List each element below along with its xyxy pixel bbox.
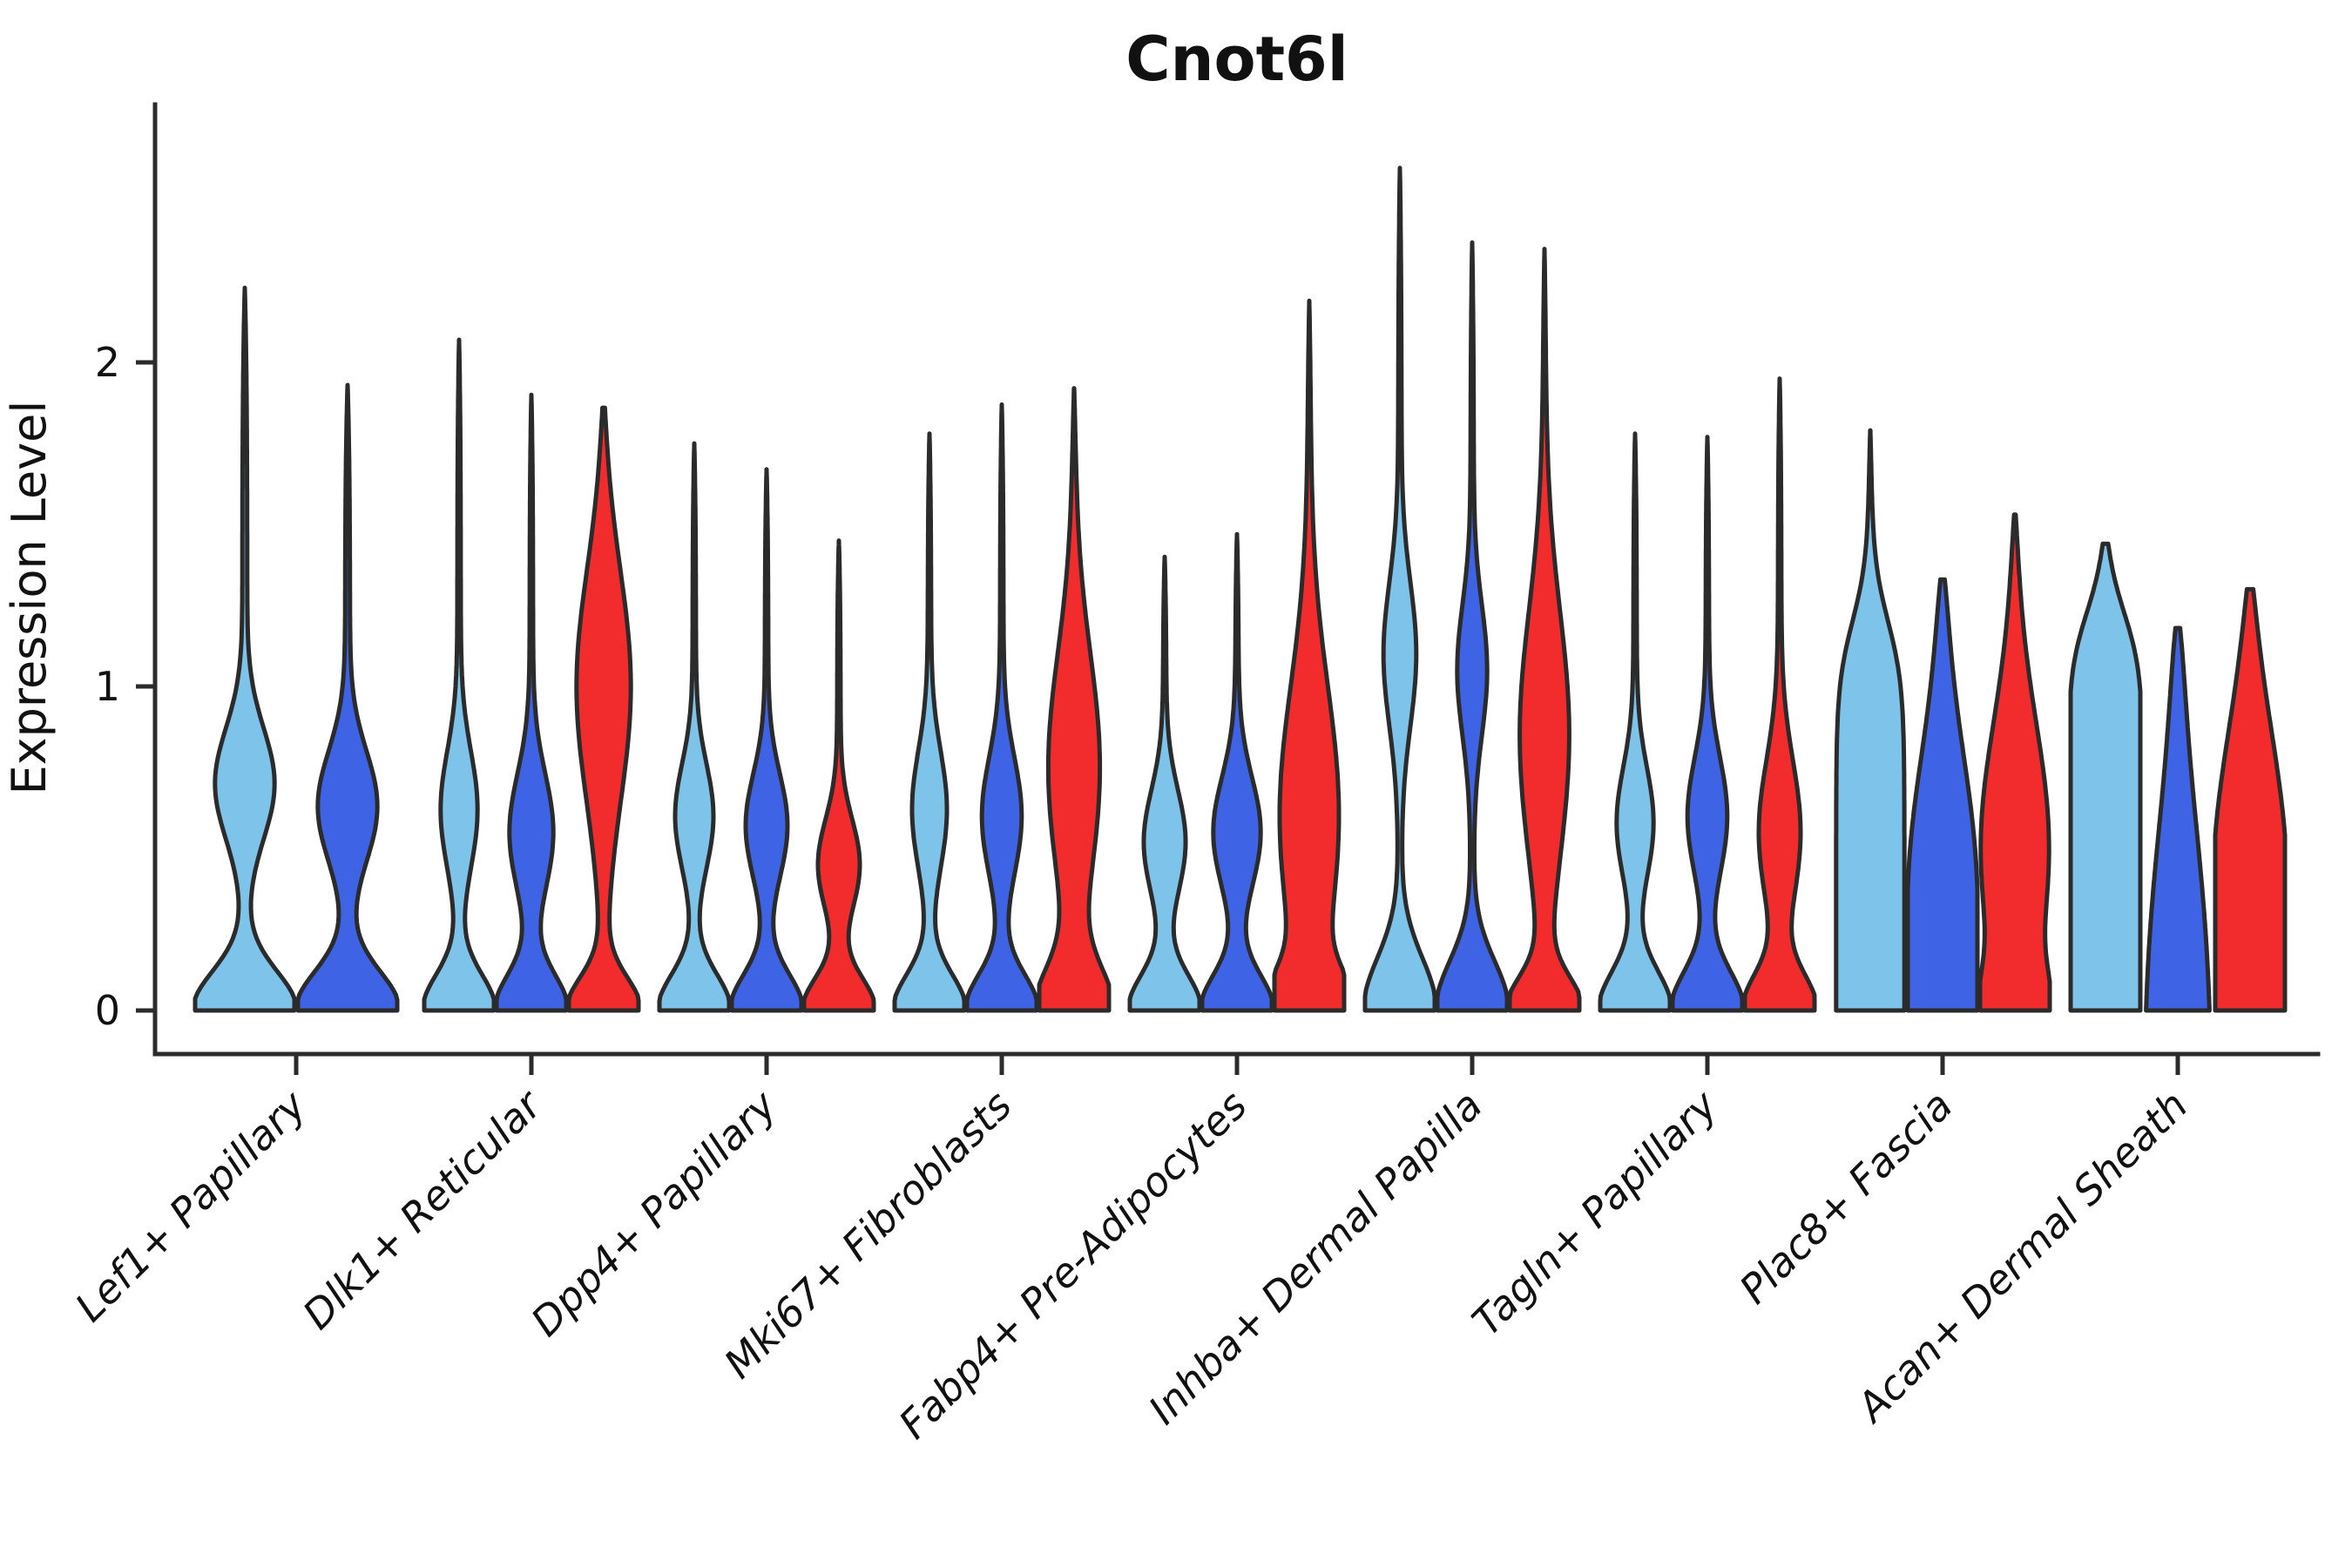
violin-inhba-dermal-papilla-hue-2 [1435, 240, 1510, 1013]
axes-spines [152, 102, 2321, 1057]
violin-tagln-papillary-hue-2 [1670, 435, 1745, 1013]
violin-plac8-fascia-hue-1 [1834, 428, 1907, 1013]
violin-inhba-dermal-papilla-hue-3 [1507, 247, 1582, 1013]
violin-mki67-fibroblasts-hue-2 [964, 402, 1039, 1013]
violin-dlk1-reticular-hue-3 [566, 405, 641, 1013]
y-axis-label: Expression Level [2, 401, 57, 795]
violin-dlk1-reticular-hue-2 [494, 392, 569, 1013]
violin-plac8-fascia-hue-3 [1977, 512, 2052, 1013]
violin-lef1-papillary-hue-2 [295, 382, 400, 1013]
y-tick-label: 2 [95, 339, 120, 386]
violin-acan-dermal-sheath-hue-2 [2144, 625, 2212, 1013]
violin-dpp4-papillary-hue-1 [657, 441, 732, 1013]
y-tick-label: 1 [95, 663, 120, 710]
violin-acan-dermal-sheath-hue-1 [2068, 541, 2143, 1013]
violin-plac8-fascia-hue-2 [1905, 577, 1980, 1013]
chart-title: Cnot6l [1125, 24, 1348, 95]
violin-tagln-papillary-hue-1 [1598, 431, 1673, 1013]
violins-layer [193, 166, 2288, 1013]
violin-fabp4-pre-adipocytes-hue-2 [1200, 531, 1274, 1013]
violin-mki67-fibroblasts-hue-1 [892, 431, 967, 1013]
violin-fabp4-pre-adipocytes-hue-3 [1272, 298, 1347, 1013]
violin-acan-dermal-sheath-hue-3 [2213, 586, 2288, 1013]
violin-dlk1-reticular-hue-1 [422, 337, 497, 1013]
violin-lef1-papillary-hue-1 [193, 285, 297, 1013]
axes-layer [152, 102, 2321, 1057]
violin-mki67-fibroblasts-hue-3 [1037, 386, 1112, 1013]
violin-tagln-papillary-hue-3 [1742, 376, 1817, 1013]
violin-fabp4-pre-adipocytes-hue-1 [1127, 554, 1202, 1013]
violin-dpp4-papillary-hue-3 [801, 538, 876, 1013]
violin-inhba-dermal-papilla-hue-1 [1362, 166, 1437, 1013]
violin-dpp4-papillary-hue-2 [729, 467, 804, 1013]
y-tick-label: 0 [95, 987, 120, 1034]
